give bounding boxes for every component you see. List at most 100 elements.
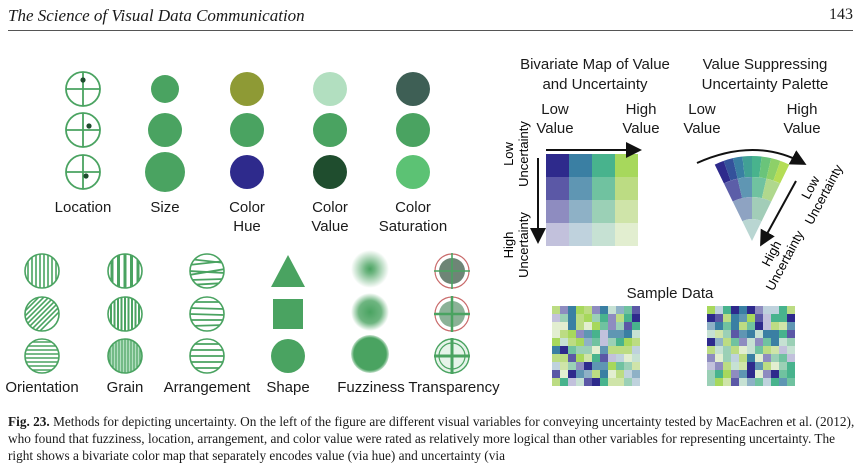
header-rule — [8, 30, 853, 31]
sample-data-grid-bivariate — [552, 306, 640, 386]
vsup-uncertainty-arrow — [760, 180, 797, 247]
sample-cell — [616, 346, 624, 354]
sample-cell — [771, 306, 779, 314]
sample-cell — [723, 330, 731, 338]
sample-cell — [739, 306, 747, 314]
sample-cell — [584, 322, 592, 330]
sample-cell — [568, 346, 576, 354]
sample-cell — [771, 322, 779, 330]
sample-cell — [560, 306, 568, 314]
vsup-cell — [737, 177, 752, 199]
orientation-glyph-horizontal — [24, 338, 60, 374]
sample-cell — [755, 338, 763, 346]
sample-cell — [787, 362, 795, 370]
vsup-low-value-line1: Low — [688, 101, 716, 118]
sample-cell — [771, 362, 779, 370]
sample-cell — [624, 378, 632, 386]
sample-cell — [616, 378, 624, 386]
sample-cell — [723, 306, 731, 314]
value-glyph-mid — [313, 113, 347, 147]
bivariate-and-vsup-figure: LowUncertainty HighUncertainty LowUncert… — [501, 121, 846, 386]
sample-cell — [723, 354, 731, 362]
sample-cell — [568, 330, 576, 338]
sample-cell — [592, 314, 600, 322]
sample-cell — [584, 314, 592, 322]
caption-label: Fig. 23. — [8, 414, 50, 429]
sample-cell — [584, 378, 592, 386]
bivariate-cell — [546, 223, 569, 246]
hue-glyph-navy — [230, 155, 264, 189]
sample-cell — [592, 362, 600, 370]
bivariate-matrix — [546, 154, 638, 246]
sample-cell — [723, 322, 731, 330]
sample-cell — [787, 346, 795, 354]
sample-cell — [568, 378, 576, 386]
sample-cell — [600, 370, 608, 378]
sample-cell — [715, 330, 723, 338]
sample-cell — [723, 346, 731, 354]
sample-cell — [616, 354, 624, 362]
sample-cell — [568, 322, 576, 330]
bivariate-cell — [569, 177, 592, 200]
sample-cell — [576, 338, 584, 346]
sample-cell — [552, 314, 560, 322]
bivariate-low-value: Low Value — [533, 100, 577, 138]
sample-cell — [608, 362, 616, 370]
vsup-low-value-line2: Value — [683, 120, 721, 137]
label-color-value-line1: Color — [312, 199, 348, 216]
sample-cell — [747, 330, 755, 338]
sample-cell — [616, 330, 624, 338]
sample-cell — [576, 306, 584, 314]
sample-cell — [707, 378, 715, 386]
sample-cell — [779, 338, 787, 346]
orientation-glyph-diagonal — [24, 296, 60, 332]
bivariate-title: Bivariate Map of Value and Uncertainty — [510, 55, 680, 95]
sample-cell — [787, 338, 795, 346]
sample-cell — [779, 362, 787, 370]
sample-cell — [755, 378, 763, 386]
sample-cell — [723, 338, 731, 346]
label-fuzziness: Fuzziness — [337, 379, 405, 396]
sample-cell — [707, 330, 715, 338]
sample-cell — [707, 338, 715, 346]
sample-cell — [731, 362, 739, 370]
sample-cell — [779, 354, 787, 362]
sample-cell — [747, 354, 755, 362]
bivariate-low-value-line2: Value — [536, 120, 574, 137]
sample-cell — [771, 370, 779, 378]
sample-cell — [624, 362, 632, 370]
sample-cell — [592, 306, 600, 314]
bivariate-low-uncertainty-line2: Uncertainty — [516, 121, 531, 187]
sample-cell — [755, 314, 763, 322]
sample-cell — [763, 354, 771, 362]
sample-cell — [608, 306, 616, 314]
sample-cell — [576, 314, 584, 322]
sample-cell — [771, 378, 779, 386]
sample-cell — [592, 322, 600, 330]
bivariate-low-value-line1: Low — [541, 101, 569, 118]
sample-cell — [739, 378, 747, 386]
vsup-high-value-line2: Value — [783, 120, 821, 137]
label-grain: Grain — [106, 379, 144, 396]
grain-glyph-medium — [107, 296, 143, 332]
sample-cell — [576, 362, 584, 370]
sample-cell — [576, 346, 584, 354]
sample-cell — [568, 314, 576, 322]
sample-cell — [576, 370, 584, 378]
sample-cell — [568, 338, 576, 346]
sample-cell — [747, 346, 755, 354]
value-glyph-light — [313, 72, 347, 106]
saturation-glyph-high — [396, 155, 430, 189]
vsup-cell — [761, 178, 781, 202]
transparency-glyph-3 — [434, 338, 470, 374]
saturation-glyph-low — [396, 72, 430, 106]
saturation-glyph-mid — [396, 113, 430, 147]
vsup-cell — [732, 156, 745, 179]
sample-cell — [600, 354, 608, 362]
sample-cell — [787, 378, 795, 386]
sample-cell — [763, 362, 771, 370]
bivariate-cell — [569, 154, 592, 177]
vsup-cell — [752, 197, 772, 222]
sample-cell — [715, 370, 723, 378]
sample-cell — [560, 362, 568, 370]
